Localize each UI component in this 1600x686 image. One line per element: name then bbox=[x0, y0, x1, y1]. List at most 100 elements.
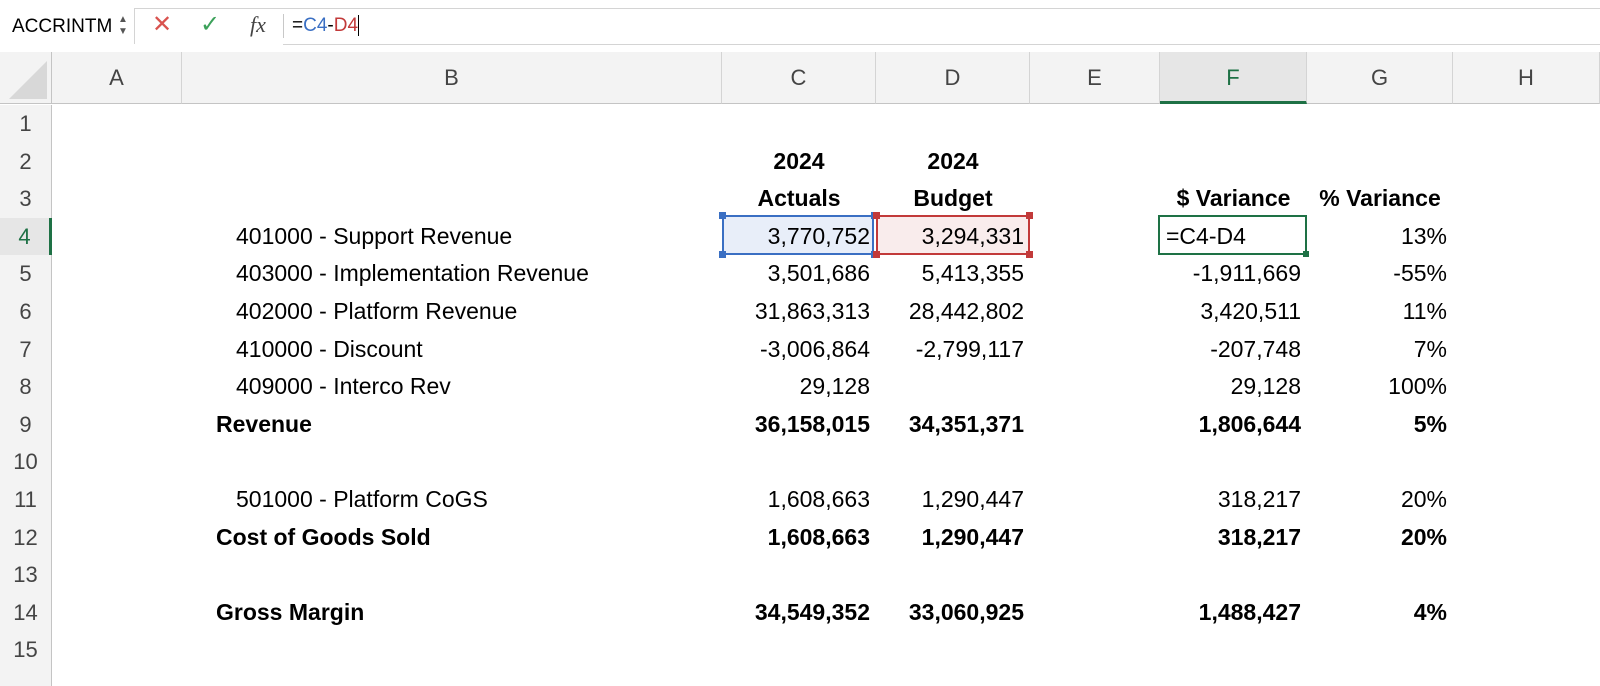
line-label[interactable]: 403000 - Implementation Revenue bbox=[236, 260, 589, 287]
ref-d4-handle[interactable] bbox=[1026, 251, 1033, 258]
column-header-c[interactable]: C bbox=[722, 52, 876, 104]
line-variance[interactable]: -207,748 bbox=[1210, 335, 1301, 362]
row-header-5[interactable]: 5 bbox=[0, 255, 52, 293]
line-actual[interactable]: 1,608,663 bbox=[767, 486, 870, 512]
insert-function-icon[interactable]: fx bbox=[250, 12, 266, 37]
formula-input[interactable]: =C4-D4 bbox=[292, 15, 360, 37]
row-header-2[interactable]: 2 bbox=[0, 142, 52, 181]
line-pct[interactable]: 100% bbox=[1388, 373, 1447, 400]
column-header-e[interactable]: E bbox=[1030, 52, 1160, 104]
row-header-3[interactable]: 3 bbox=[0, 180, 52, 218]
line-budget[interactable] bbox=[876, 368, 1030, 406]
line-actual[interactable]: 3,770,752 bbox=[767, 222, 870, 249]
ref-c4-handle[interactable] bbox=[719, 251, 726, 258]
row-header-13[interactable]: 13 bbox=[0, 556, 52, 594]
column-header-g[interactable]: G bbox=[1307, 52, 1453, 104]
fill-handle[interactable] bbox=[1303, 251, 1309, 257]
column-header-a[interactable]: A bbox=[52, 52, 182, 104]
total-budget[interactable]: 1,290,447 bbox=[921, 523, 1024, 550]
column-header-d[interactable]: D bbox=[876, 52, 1030, 104]
line-pct[interactable]: 13% bbox=[1400, 222, 1447, 249]
line-pct[interactable]: 11% bbox=[1402, 298, 1447, 324]
total-actual[interactable]: 1,608,663 bbox=[767, 523, 870, 550]
line-actual[interactable]: 29,128 bbox=[799, 373, 870, 400]
line-variance[interactable]: 3,420,511 bbox=[1200, 298, 1301, 324]
cell-f3[interactable]: $ Variance bbox=[1176, 185, 1291, 212]
line-label[interactable]: 501000 - Platform CoGS bbox=[236, 486, 488, 512]
column-header-h[interactable]: H bbox=[1453, 52, 1600, 104]
total-pct[interactable]: 20% bbox=[1400, 523, 1447, 550]
line-label[interactable]: 402000 - Platform Revenue bbox=[236, 298, 518, 324]
row-header-4[interactable]: 4 bbox=[0, 217, 52, 256]
line-variance-editing[interactable]: =C4-D4 bbox=[1166, 222, 1246, 249]
line-label[interactable]: 409000 - Interco Rev bbox=[236, 373, 451, 400]
total-label[interactable]: Revenue bbox=[216, 410, 312, 437]
cancel-icon[interactable]: ✕ bbox=[152, 11, 173, 38]
line-budget[interactable]: -2,799,117 bbox=[915, 335, 1024, 362]
line-actual[interactable]: 3,501,686 bbox=[767, 260, 870, 287]
row-header-15[interactable]: 15 bbox=[0, 631, 52, 686]
line-budget[interactable]: 1,290,447 bbox=[921, 486, 1024, 512]
row-header-9[interactable]: 9 bbox=[0, 405, 52, 444]
total-label[interactable]: Gross Margin bbox=[216, 598, 365, 625]
total-actual[interactable]: 34,549,352 bbox=[754, 598, 870, 625]
line-budget[interactable]: 5,413,355 bbox=[921, 260, 1024, 287]
reference-range-d4 bbox=[876, 215, 1030, 255]
line-budget[interactable]: 3,294,331 bbox=[921, 222, 1024, 249]
line-pct[interactable]: 7% bbox=[1413, 335, 1447, 362]
cell-d3[interactable]: Budget bbox=[913, 185, 993, 212]
ref-d4-handle[interactable] bbox=[1026, 212, 1033, 219]
formula-separator bbox=[283, 14, 284, 38]
name-box-dropdown-icon[interactable]: ▲ ▼ bbox=[118, 14, 128, 37]
column-header-f[interactable]: F bbox=[1160, 52, 1307, 104]
line-actual[interactable]: 31,863,313 bbox=[754, 298, 870, 324]
total-budget[interactable]: 34,351,371 bbox=[908, 410, 1024, 437]
cell-g3[interactable]: % Variance bbox=[1319, 185, 1441, 212]
line-budget[interactable]: 28,442,802 bbox=[908, 298, 1024, 324]
text-cursor bbox=[358, 15, 360, 36]
line-variance[interactable]: 29,128 bbox=[1230, 373, 1301, 400]
cell-c2[interactable]: 2024 bbox=[773, 147, 825, 174]
ref-c4-handle[interactable] bbox=[719, 212, 726, 219]
total-variance[interactable]: 318,217 bbox=[1217, 523, 1301, 550]
cell-c3[interactable]: Actuals bbox=[757, 185, 841, 212]
row-header-8[interactable]: 8 bbox=[0, 368, 52, 406]
name-box[interactable]: ACCRINTM ▲ ▼ bbox=[0, 8, 135, 44]
formula-prefix: = bbox=[292, 15, 304, 36]
row-header-14[interactable]: 14 bbox=[0, 593, 52, 632]
total-pct[interactable]: 4% bbox=[1413, 598, 1447, 625]
formula-operator: - bbox=[327, 15, 334, 36]
select-all-corner[interactable] bbox=[0, 52, 52, 104]
line-label[interactable]: 410000 - Discount bbox=[236, 335, 423, 362]
row-header-10[interactable]: 10 bbox=[0, 443, 52, 481]
ref-d4-handle[interactable] bbox=[873, 212, 880, 219]
active-cell-f4[interactable] bbox=[1158, 215, 1307, 255]
formula-bar-bottom-border bbox=[283, 44, 1600, 45]
ref-d4-handle[interactable] bbox=[873, 251, 880, 258]
enter-icon[interactable]: ✓ bbox=[200, 11, 221, 38]
total-variance[interactable]: 1,488,427 bbox=[1198, 598, 1301, 625]
row-header-11[interactable]: 11 bbox=[0, 481, 52, 519]
row-header-7[interactable]: 7 bbox=[0, 330, 52, 369]
line-label[interactable]: 401000 - Support Revenue bbox=[236, 222, 513, 249]
total-variance[interactable]: 1,806,644 bbox=[1198, 410, 1301, 437]
total-actual[interactable]: 36,158,015 bbox=[754, 410, 870, 437]
line-pct[interactable]: 20% bbox=[1400, 486, 1447, 512]
name-box-value[interactable]: ACCRINTM bbox=[12, 16, 113, 37]
cell-d2[interactable]: 2024 bbox=[927, 147, 979, 174]
line-pct[interactable]: -55% bbox=[1393, 260, 1447, 287]
formula-ref-c4: C4 bbox=[303, 15, 328, 36]
line-variance[interactable]: -1,911,669 bbox=[1192, 260, 1301, 287]
total-budget[interactable]: 33,060,925 bbox=[908, 598, 1024, 625]
formula-ref-d4: D4 bbox=[333, 15, 359, 36]
row-header-1[interactable]: 1 bbox=[0, 105, 52, 143]
total-pct[interactable]: 5% bbox=[1413, 410, 1447, 437]
row-header-6[interactable]: 6 bbox=[0, 293, 52, 331]
formula-bar-border bbox=[134, 8, 1600, 9]
line-actual[interactable]: -3,006,864 bbox=[760, 335, 870, 362]
formula-bar: ACCRINTM ▲ ▼ ✕ ✓ fx =C4-D4 bbox=[0, 0, 1600, 50]
total-label[interactable]: Cost of Goods Sold bbox=[216, 523, 431, 550]
line-variance[interactable]: 318,217 bbox=[1217, 486, 1301, 512]
row-header-12[interactable]: 12 bbox=[0, 518, 52, 557]
column-header-b[interactable]: B bbox=[182, 52, 722, 104]
